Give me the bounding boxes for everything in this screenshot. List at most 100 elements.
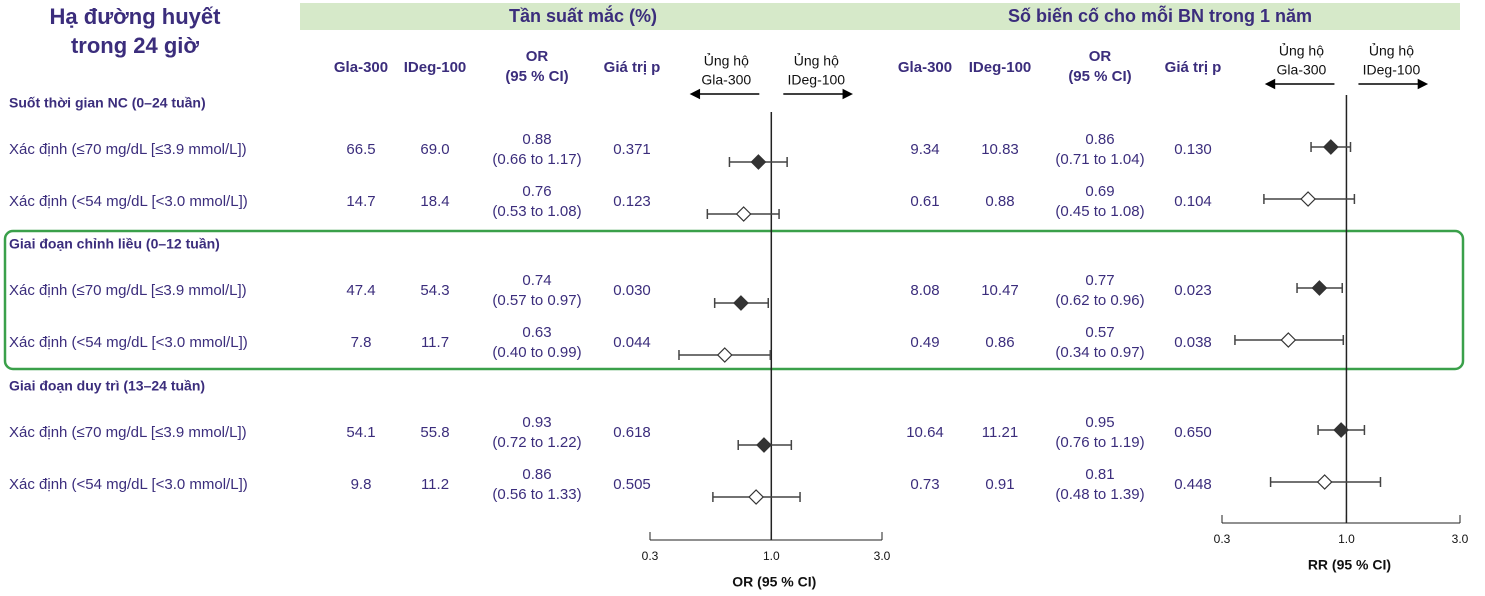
cell: 0.88: [985, 193, 1014, 210]
cell: 0.91: [985, 476, 1014, 493]
point-estimate: [1301, 192, 1315, 206]
cell: 8.08: [910, 282, 939, 299]
column-header: Giá trị p: [604, 59, 661, 76]
cell: 11.2: [421, 476, 449, 493]
x-tick-label: 3.0: [1452, 532, 1469, 546]
favor-label: IDeg-100: [788, 72, 846, 88]
row-label: Xác định (≤70 mg/dL [≤3.9 mmol/L]): [9, 141, 247, 158]
cell: 47.4: [346, 282, 375, 299]
point-estimate: [1312, 281, 1326, 295]
cell: 7.8: [351, 334, 372, 351]
cell: 0.61: [910, 193, 939, 210]
cell: 0.038: [1174, 334, 1212, 351]
cell: 10.83: [981, 141, 1019, 158]
point-estimate: [1324, 140, 1338, 154]
x-axis-label: OR (95 % CI): [732, 574, 816, 590]
row-label: Xác định (<54 mg/dL [<3.0 mmol/L]): [9, 193, 248, 210]
cell: 0.49: [910, 334, 939, 351]
x-tick-label: 1.0: [1338, 532, 1355, 546]
x-tick-label: 0.3: [642, 549, 659, 563]
cell: (0.45 to 1.08): [1055, 203, 1144, 220]
cell: 0.63: [522, 324, 551, 341]
cell: (0.53 to 1.08): [492, 203, 581, 220]
cell: 11.21: [982, 424, 1018, 441]
column-header: OR: [526, 48, 549, 65]
favor-arrow: [691, 90, 759, 98]
cell: 69.0: [420, 141, 449, 158]
point-estimate: [751, 155, 765, 169]
point-estimate: [1281, 333, 1295, 347]
favor-arrow: [783, 90, 851, 98]
cell: 0.73: [910, 476, 939, 493]
cell: (0.48 to 1.39): [1055, 486, 1144, 503]
cell: 55.8: [420, 424, 449, 441]
cell: 0.95: [1085, 414, 1114, 431]
cell: 0.77: [1085, 272, 1114, 289]
x-axis-label: RR (95 % CI): [1308, 557, 1391, 573]
row-label: Xác định (≤70 mg/dL [≤3.9 mmol/L]): [9, 424, 247, 441]
x-tick-label: 3.0: [874, 549, 891, 563]
cell: (0.40 to 0.99): [492, 344, 581, 361]
column-header: IDeg-100: [969, 59, 1032, 76]
cell: 10.64: [906, 424, 944, 441]
cell: 11.7: [421, 334, 449, 351]
cell: 0.130: [1174, 141, 1212, 158]
cell: 0.104: [1174, 193, 1212, 210]
panel-title: Tần suất mắc (%): [509, 5, 657, 26]
cell: (0.57 to 0.97): [492, 292, 581, 309]
title: Hạ đường huyết: [50, 4, 222, 29]
cell: 0.505: [613, 476, 651, 493]
cell: (0.66 to 1.17): [492, 151, 581, 168]
point-estimate: [737, 207, 751, 221]
column-header: Gla-300: [898, 59, 952, 76]
favor-label: Gla-300: [701, 72, 751, 88]
cell: 0.044: [613, 334, 651, 351]
section-title: Giai đoạn duy trì (13–24 tuần): [9, 378, 205, 394]
cell: 0.76: [522, 183, 551, 200]
cell: 54.3: [420, 282, 449, 299]
cell: 18.4: [420, 193, 449, 210]
cell: 0.93: [522, 414, 551, 431]
column-header: (95 % CI): [1068, 68, 1131, 85]
forest-plot: Hạ đường huyết trong 24 giờ Suốt thời gi…: [0, 0, 1485, 596]
cell: (0.56 to 1.33): [492, 486, 581, 503]
cell: 0.86: [1085, 131, 1114, 148]
cell: (0.71 to 1.04): [1055, 151, 1144, 168]
cell: 10.47: [981, 282, 1019, 299]
cell: (0.34 to 0.97): [1055, 344, 1144, 361]
point-estimate: [718, 348, 732, 362]
cell: 0.023: [1174, 282, 1212, 299]
title: trong 24 giờ: [71, 33, 199, 58]
point-estimate: [1318, 475, 1332, 489]
column-header: (95 % CI): [505, 68, 568, 85]
section-title: Suốt thời gian NC (0–24 tuần): [9, 95, 206, 111]
cell: (0.62 to 0.96): [1055, 292, 1144, 309]
cell: 54.1: [346, 424, 375, 441]
cell: 0.86: [522, 466, 551, 483]
cell: 0.030: [613, 282, 651, 299]
cell: 0.123: [613, 193, 651, 210]
point-estimate: [757, 438, 771, 452]
column-header: Giá trị p: [1165, 59, 1222, 76]
cell: 9.8: [351, 476, 372, 493]
favor-label: Ủng hộ: [1279, 42, 1324, 59]
cell: 66.5: [346, 141, 375, 158]
cell: (0.72 to 1.22): [492, 434, 581, 451]
cell: (0.76 to 1.19): [1055, 434, 1144, 451]
cell: 0.448: [1174, 476, 1212, 493]
row-label: Xác định (≤70 mg/dL [≤3.9 mmol/L]): [9, 282, 247, 299]
point-estimate: [734, 296, 748, 310]
x-tick-label: 1.0: [763, 549, 780, 563]
favor-arrow: [1266, 80, 1334, 88]
row-label: Xác định (<54 mg/dL [<3.0 mmol/L]): [9, 334, 248, 351]
cell: 0.86: [985, 334, 1014, 351]
point-estimate: [749, 490, 763, 504]
x-tick-label: 0.3: [1214, 532, 1231, 546]
panel-title: Số biến cố cho mỗi BN trong 1 năm: [1008, 5, 1312, 26]
cell: 0.57: [1085, 324, 1114, 341]
column-header: Gla-300: [334, 59, 388, 76]
cell: 0.650: [1174, 424, 1212, 441]
favor-arrow: [1358, 80, 1426, 88]
cell: 0.371: [613, 141, 651, 158]
cell: 0.88: [522, 131, 551, 148]
